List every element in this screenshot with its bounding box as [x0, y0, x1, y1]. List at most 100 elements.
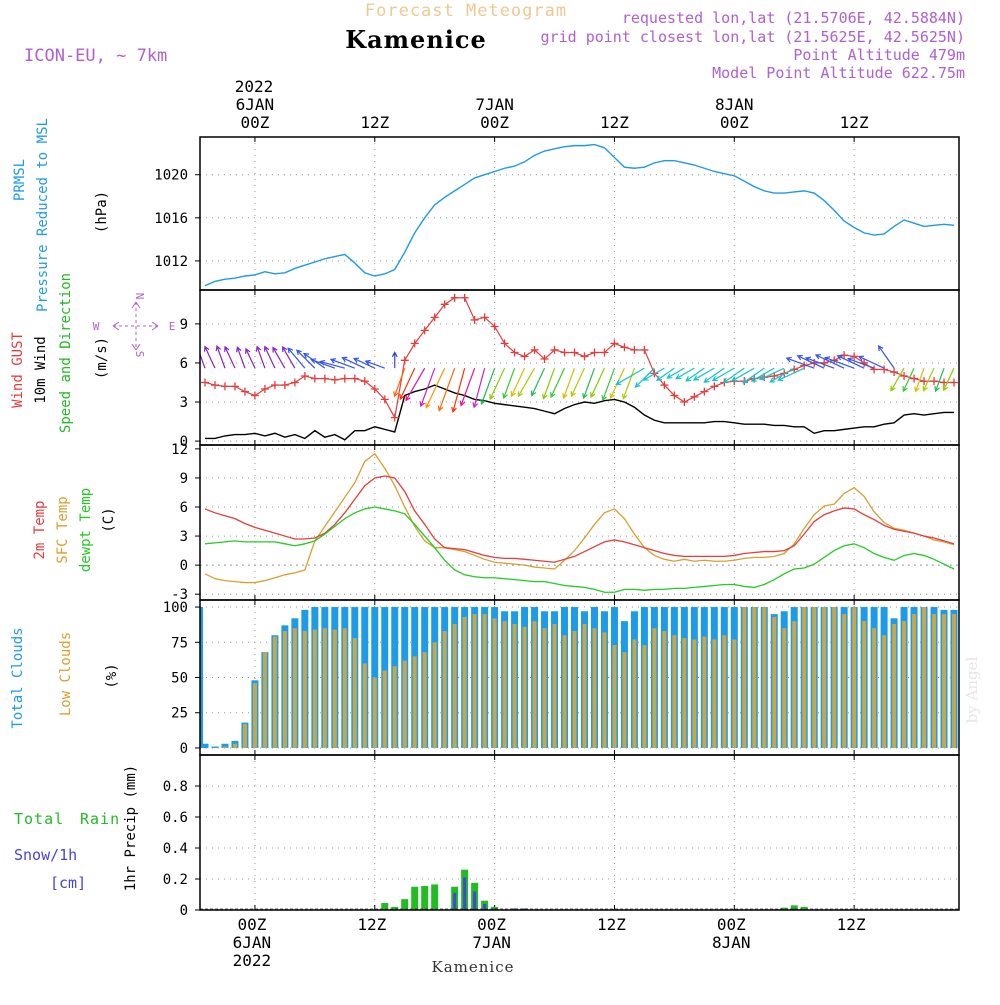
low-clouds-bar: [522, 626, 527, 748]
wind-gust-marker: [470, 315, 479, 324]
clouds-ytick-label: 0: [180, 741, 188, 757]
temperature-ytick-label: 0: [180, 558, 188, 574]
compass-west: W: [93, 320, 100, 333]
wind-direction-arrow: [399, 367, 416, 401]
wind-direction-arrow: [785, 356, 815, 369]
temperature-ytick-label: 3: [180, 529, 188, 545]
bottom-hour-label: 12Z: [837, 915, 866, 934]
low-clouds-bar: [542, 628, 547, 748]
low-clouds-bar: [792, 621, 797, 748]
wind-gust-marker: [530, 345, 539, 354]
wind-gust-marker: [320, 374, 329, 383]
wind-direction-arrow: [890, 367, 905, 392]
low-clouds-bar: [332, 629, 337, 748]
model-altitude: Model Point Altitude 622.75m: [712, 64, 965, 82]
snow-bar: [483, 903, 487, 910]
wind-gust-marker: [710, 382, 719, 391]
wind-gust-marker: [950, 378, 959, 387]
wind-gust-marker: [660, 381, 669, 390]
wind-direction-arrow: [902, 367, 915, 393]
clouds-ytick-label: 25: [171, 706, 188, 722]
low-clouds-bar: [252, 683, 257, 748]
wind-gust-marker: [290, 378, 299, 387]
precip-unit-label: 1hr Precip (mm): [123, 765, 139, 891]
pressure-unit-label: (hPa): [94, 191, 110, 233]
rain-bar: [790, 905, 798, 910]
wind-direction-arrow: [703, 367, 725, 383]
wind-direction-arrow: [480, 367, 496, 406]
low-clouds-bar: [872, 628, 877, 748]
wind-speed-line: [204, 384, 955, 441]
wind-direction-arrow: [502, 367, 516, 400]
wind-direction-arrow: [451, 367, 466, 414]
precip-ytick-label: 0.8: [163, 779, 188, 795]
precip-rain-label: Rain: [80, 810, 120, 828]
low-clouds-bar: [562, 635, 567, 748]
wind-gust-marker: [280, 381, 289, 390]
wind-panel-labels: Wind GUST 10m Wind Speed and Direction (…: [10, 273, 175, 433]
pressure-ytick-label: 1020: [154, 168, 188, 184]
low-clouds-bar: [532, 621, 537, 748]
wind-gust-marker: [600, 348, 609, 357]
wind-direction-arrow: [750, 367, 775, 382]
temp-dewpt-line: [204, 506, 955, 593]
low-clouds-bar: [362, 663, 367, 748]
wind-direction-arrow: [655, 367, 675, 382]
wind-direction-arrow: [215, 344, 226, 369]
low-clouds-bar: [632, 639, 637, 748]
top-date-label: 6JAN: [236, 95, 275, 114]
location-title: Kamenice: [345, 25, 487, 54]
wind-gust-marker: [880, 365, 889, 374]
wind-direction-arrow: [723, 367, 745, 384]
low-clouds-bar: [782, 628, 787, 748]
low-clouds-bar: [682, 638, 687, 748]
top-hour-label: 12Z: [360, 113, 389, 132]
temperature-ytick-label: 9: [180, 471, 188, 487]
low-clouds-bar: [382, 670, 387, 748]
wind-gust-marker: [430, 313, 439, 322]
wind-direction-arrow: [742, 367, 765, 384]
low-clouds-bar: [762, 607, 767, 748]
wind-gust-marker: [850, 352, 859, 361]
top-date-label: 8JAN: [715, 95, 754, 114]
wind-direction-arrow: [282, 345, 296, 369]
wind-direction-arrow: [562, 367, 576, 400]
snow-bar: [473, 891, 477, 910]
product-title: Forecast Meteogram: [365, 1, 567, 21]
clouds-ytick-label: 100: [163, 600, 188, 616]
wind-direction-arrow: [255, 345, 266, 369]
wind-gust-marker: [220, 382, 229, 391]
temp-2m-label: 2m Temp: [32, 500, 48, 559]
wind-gust-marker: [450, 293, 459, 302]
wind-direction-arrow: [570, 367, 586, 398]
wind-direction-arrow: [769, 367, 795, 383]
wind-direction-arrow: [666, 367, 685, 379]
wind-direction-arrow: [236, 346, 246, 369]
requested-coords: requested lon,lat (21.5706E, 42.5884N): [622, 9, 965, 27]
temperature-ytick-label: 6: [180, 500, 188, 516]
rain-bar: [401, 899, 409, 910]
wind-plot: [200, 293, 959, 441]
snow-bar: [523, 908, 527, 910]
precip-snow-label: Snow/1h: [14, 846, 77, 864]
clouds-ytick-label: 75: [171, 635, 188, 651]
low-clouds-bar: [552, 623, 557, 748]
bottom-hour-label: 12Z: [357, 915, 386, 934]
low-clouds-bar: [262, 652, 267, 748]
wind-direction-arrow: [804, 356, 835, 369]
chart-panels: 1012101610200369-3036912025507510000.20.…: [154, 136, 960, 919]
wind-direction-arrow: [934, 367, 945, 393]
wind-gust-label: Wind GUST: [10, 332, 26, 408]
top-hour-label: 12Z: [840, 113, 869, 132]
wind-direction-arrow: [601, 367, 616, 402]
wind-gust-marker: [340, 374, 349, 383]
wind-gust-marker: [410, 339, 419, 348]
wind-gust-marker: [250, 391, 259, 400]
low-clouds-bar: [302, 631, 307, 748]
precip-frame: [199, 754, 960, 911]
wind-direction-arrow: [796, 354, 825, 369]
wind-direction-arrow: [364, 359, 385, 369]
pressure-frame: [199, 136, 960, 291]
